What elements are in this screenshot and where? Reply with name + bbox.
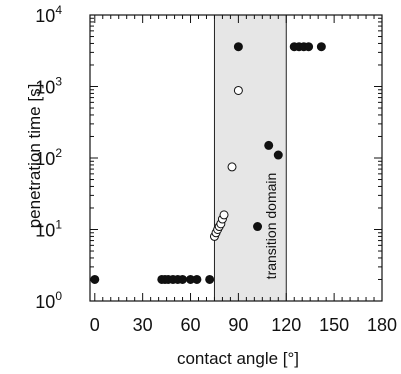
y-tick-label: 103 [35, 75, 62, 98]
x-tick-label: 150 [319, 315, 349, 335]
filled-data-point [316, 42, 326, 52]
open-data-point [233, 85, 243, 95]
transition-region-fill [214, 15, 287, 301]
data-points [90, 42, 326, 284]
filled-data-point [304, 42, 314, 52]
x-tick-label: 30 [133, 315, 153, 335]
x-tick-label: 0 [90, 315, 100, 335]
x-tick-label: 120 [271, 315, 301, 335]
filled-data-point [273, 150, 283, 160]
axes [89, 14, 383, 302]
chart-text: 0 30 60 90 120 150 180 100 101 102 103 104 [35, 3, 397, 335]
filled-data-point [90, 274, 100, 284]
x-tick-label: 180 [367, 315, 397, 335]
filled-data-point [178, 274, 188, 284]
y-tick-label: 102 [35, 146, 62, 169]
filled-data-point [192, 274, 202, 284]
filled-data-point [253, 222, 263, 232]
x-tick-label: 60 [181, 315, 201, 335]
open-data-point [219, 210, 229, 220]
y-axis-label: penetration time [s] [25, 84, 44, 229]
open-data-point [227, 162, 237, 172]
region-label: transition domain [263, 173, 279, 280]
filled-data-point [264, 140, 274, 150]
filled-data-point [205, 274, 215, 284]
x-axis-label: contact angle [°] [177, 349, 299, 368]
filled-data-point [233, 42, 243, 52]
x-tick-label: 90 [228, 315, 248, 335]
y-tick-label: 104 [35, 3, 62, 26]
y-tick-label: 101 [35, 218, 62, 241]
transition-region [213, 15, 287, 301]
y-tick-label: 100 [35, 289, 62, 312]
